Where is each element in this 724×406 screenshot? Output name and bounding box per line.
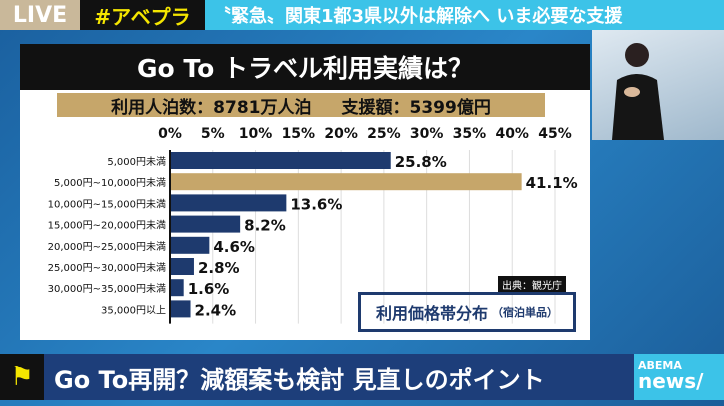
flag-icon: ⚑ (0, 354, 44, 400)
bar (170, 300, 191, 318)
caption-title: 利用価格帯分布 (375, 304, 488, 323)
abema-news-logo: ABEMA news/ (634, 354, 724, 400)
data-label: 13.6% (290, 195, 342, 213)
bar (170, 279, 184, 297)
x-tick-label: 15% (282, 126, 316, 142)
category-label: 10,000円~15,000円未満 (48, 198, 166, 210)
x-tick-label: 25% (367, 126, 401, 142)
bar-chart: 0% 5% 10% 15% 20% 25% 30% 35% 40% 45% 5,000円未満 25.8… (48, 126, 578, 324)
bar (170, 152, 391, 169)
stat-nights: 利用人泊数：8781万人泊 (111, 97, 312, 118)
ticker: ⚑ Go To再開？減額案も検討 見直しのポイント ABEMA news/ (0, 354, 724, 400)
stat-support: 支援額：5399億円 (341, 97, 491, 118)
data-label: 4.6% (213, 238, 255, 256)
x-tick-label: 0% (158, 126, 182, 142)
category-label: 35,000円以上 (101, 304, 166, 316)
headline: 〝緊急〟関東1都3県以外は解除へ いま必要な支援 (205, 0, 724, 30)
live-badge: LIVE (0, 0, 80, 30)
summary-bar: 利用人泊数：8781万人泊 支援額：5399億円 (57, 93, 545, 118)
chart-caption: 利用価格帯分布 （宿泊単品） (358, 292, 576, 332)
x-tick-label: 45% (538, 126, 572, 142)
data-label: 25.8% (395, 153, 447, 171)
category-label: 25,000円~30,000円未満 (48, 262, 166, 274)
bar (170, 173, 522, 191)
bar (170, 258, 194, 275)
x-tick-label: 30% (410, 126, 444, 142)
category-label: 15,000円~20,000円未満 (48, 220, 166, 232)
chart-title: Go To トラベル利用実績は？ (20, 44, 590, 90)
data-label: 8.2% (244, 217, 286, 235)
data-label: 2.8% (198, 259, 240, 277)
chart-panel: Go To トラベル利用実績は？ 利用人泊数：8781万人泊 支援額：5399億円… (20, 44, 590, 340)
top-bar: LIVE #アベプラ 〝緊急〟関東1都3県以外は解除へ いま必要な支援 (0, 0, 724, 30)
ticker-text: Go To再開？減額案も検討 見直しのポイント (54, 365, 545, 394)
program-tag: #アベプラ (80, 0, 205, 30)
x-tick-label: 10% (239, 126, 273, 142)
x-tick-label: 35% (453, 126, 487, 142)
bar (170, 194, 287, 212)
x-tick-label: 20% (324, 126, 358, 142)
data-label: 41.1% (526, 174, 578, 192)
category-label: 30,000円~35,000円未満 (48, 283, 166, 295)
sign-language-interpreter (592, 30, 724, 140)
x-tick-label: 40% (495, 126, 529, 142)
source-label: 出典：観光庁 (498, 276, 566, 293)
category-label: 5,000円~10,000円未満 (54, 177, 166, 189)
data-label: 1.6% (188, 280, 230, 298)
category-label: 5,000円未満 (107, 156, 166, 168)
data-label: 2.4% (195, 301, 237, 319)
bar (170, 215, 241, 233)
x-tick-label: 5% (201, 126, 225, 142)
caption-note: （宿泊単品） (492, 306, 558, 319)
category-label: 20,000円~25,000円未満 (48, 241, 166, 253)
bar (170, 236, 210, 254)
